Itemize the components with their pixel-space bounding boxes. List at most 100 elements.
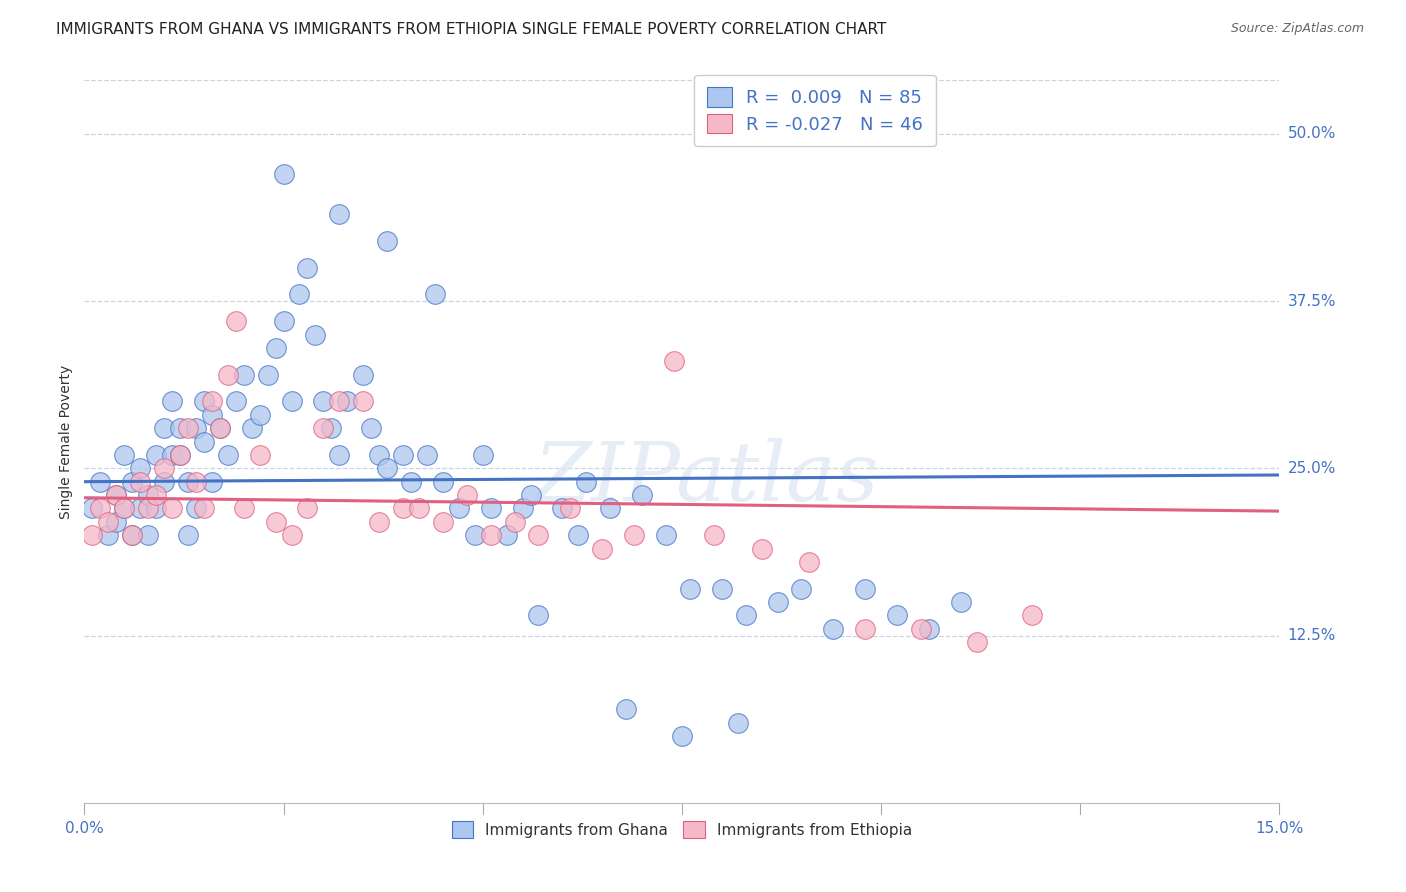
Point: [240, 421, 263, 435]
Point: [97, 515, 120, 529]
Point: [169, 448, 191, 462]
Point: [105, 488, 128, 502]
Point: [297, 260, 319, 275]
Point: [129, 501, 152, 516]
Point: [121, 528, 143, 542]
Point: [375, 461, 398, 475]
Point: [949, 595, 972, 609]
Point: [591, 541, 613, 556]
Point: [495, 528, 517, 542]
Point: [304, 327, 326, 342]
Point: [280, 394, 302, 409]
Point: [160, 501, 183, 516]
Point: [217, 368, 239, 382]
Point: [479, 528, 502, 542]
Text: 37.5%: 37.5%: [1288, 293, 1336, 309]
Point: [456, 488, 478, 502]
Point: [519, 488, 541, 502]
Point: [256, 368, 278, 382]
Point: [416, 448, 439, 462]
Point: [527, 528, 550, 542]
Text: 0.0%: 0.0%: [65, 821, 104, 836]
Point: [232, 501, 254, 516]
Point: [169, 421, 191, 435]
Point: [710, 582, 733, 596]
Point: [336, 394, 359, 409]
Point: [273, 167, 295, 181]
Point: [823, 622, 845, 636]
Point: [614, 702, 637, 716]
Point: [121, 528, 143, 542]
Point: [280, 528, 302, 542]
Point: [512, 501, 534, 516]
Point: [312, 421, 335, 435]
Point: [766, 595, 789, 609]
Point: [447, 501, 470, 516]
Point: [208, 421, 231, 435]
Point: [623, 528, 645, 542]
Point: [352, 394, 374, 409]
Point: [1021, 608, 1043, 623]
Point: [527, 608, 550, 623]
Point: [177, 475, 200, 489]
Point: [360, 421, 382, 435]
Point: [193, 434, 215, 449]
Point: [273, 314, 295, 328]
Point: [560, 501, 582, 516]
Point: [464, 528, 486, 542]
Point: [575, 475, 598, 489]
Point: [662, 354, 685, 368]
Point: [264, 515, 287, 529]
Point: [392, 448, 415, 462]
Point: [734, 608, 756, 623]
Point: [89, 501, 111, 516]
Point: [82, 501, 104, 516]
Point: [966, 635, 988, 649]
Text: 12.5%: 12.5%: [1288, 628, 1336, 643]
Point: [368, 515, 391, 529]
Point: [249, 448, 271, 462]
Point: [886, 608, 908, 623]
Text: 25.0%: 25.0%: [1288, 461, 1336, 475]
Point: [145, 448, 167, 462]
Point: [129, 461, 152, 475]
Point: [153, 475, 176, 489]
Point: [89, 475, 111, 489]
Point: [193, 501, 215, 516]
Point: [225, 394, 247, 409]
Text: IMMIGRANTS FROM GHANA VS IMMIGRANTS FROM ETHIOPIA SINGLE FEMALE POVERTY CORRELAT: IMMIGRANTS FROM GHANA VS IMMIGRANTS FROM…: [56, 22, 887, 37]
Point: [599, 501, 621, 516]
Point: [918, 622, 941, 636]
Legend: Immigrants from Ghana, Immigrants from Ethiopia: Immigrants from Ghana, Immigrants from E…: [444, 814, 920, 846]
Point: [136, 528, 159, 542]
Point: [671, 729, 693, 743]
Point: [105, 488, 128, 502]
Point: [703, 528, 725, 542]
Point: [97, 528, 120, 542]
Point: [799, 555, 821, 569]
Point: [328, 448, 350, 462]
Point: [184, 421, 207, 435]
Point: [551, 501, 574, 516]
Point: [153, 461, 176, 475]
Point: [184, 475, 207, 489]
Point: [910, 622, 932, 636]
Point: [136, 488, 159, 502]
Point: [328, 207, 350, 221]
Point: [312, 394, 335, 409]
Point: [232, 368, 254, 382]
Point: [399, 475, 422, 489]
Text: ZIPatlas: ZIPatlas: [533, 438, 879, 517]
Point: [160, 394, 183, 409]
Point: [201, 475, 224, 489]
Point: [297, 501, 319, 516]
Point: [408, 501, 430, 516]
Point: [790, 582, 813, 596]
Point: [392, 501, 415, 516]
Text: 15.0%: 15.0%: [1256, 821, 1303, 836]
Point: [853, 582, 876, 596]
Point: [321, 421, 343, 435]
Text: Source: ZipAtlas.com: Source: ZipAtlas.com: [1230, 22, 1364, 36]
Point: [249, 408, 271, 422]
Point: [129, 475, 152, 489]
